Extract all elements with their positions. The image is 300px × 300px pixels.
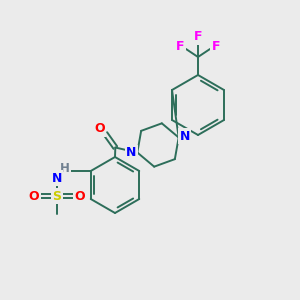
Text: N: N xyxy=(179,130,190,143)
Text: O: O xyxy=(94,122,105,135)
Text: O: O xyxy=(28,190,39,202)
Text: N: N xyxy=(126,146,136,159)
Text: O: O xyxy=(74,190,85,202)
Text: N: N xyxy=(52,172,62,184)
Text: F: F xyxy=(212,40,220,52)
Text: H: H xyxy=(60,163,70,176)
Text: S: S xyxy=(52,190,61,202)
Text: F: F xyxy=(176,40,184,52)
Text: F: F xyxy=(194,31,202,44)
